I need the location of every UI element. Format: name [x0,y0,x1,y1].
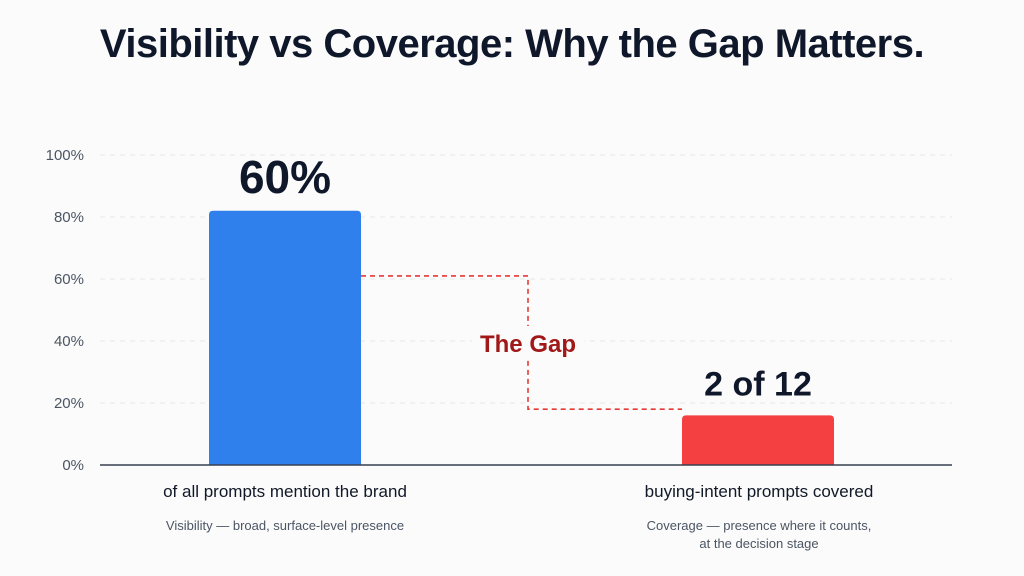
gap-connector [361,275,682,410]
gap-label: The Gap [480,331,576,358]
bars [209,210,834,465]
value-label: 2 of 12 [704,365,812,403]
category-label-coverage: buying-intent prompts covered [644,482,874,501]
y-tick-label: 100% [46,147,84,164]
y-tick-label: 60% [54,271,84,288]
category-label-visibility: of all prompts mention the brand [163,482,407,501]
category-subtitle-visibility: Visibility — broad, surface-level presen… [165,518,405,533]
bar-visibility [209,210,361,465]
category-subtitle-coverage: Coverage — presence where it counts, at … [646,518,872,551]
value-labels: 60% 2 of 12 [239,151,812,404]
bar-coverage [682,415,834,465]
chart-title: Visibility vs Coverage: Why the Gap Matt… [99,22,925,66]
y-axis-ticks: 0% 20% 40% 60% 80% 100% [46,147,84,474]
y-tick-label: 40% [54,333,84,350]
y-tick-label: 80% [54,209,84,226]
value-label: 60% [239,151,331,203]
gap-label-bg [472,326,584,360]
gap-annotation: The Gap [361,275,682,410]
y-tick-label: 0% [62,457,84,474]
y-tick-label: 20% [54,395,84,412]
